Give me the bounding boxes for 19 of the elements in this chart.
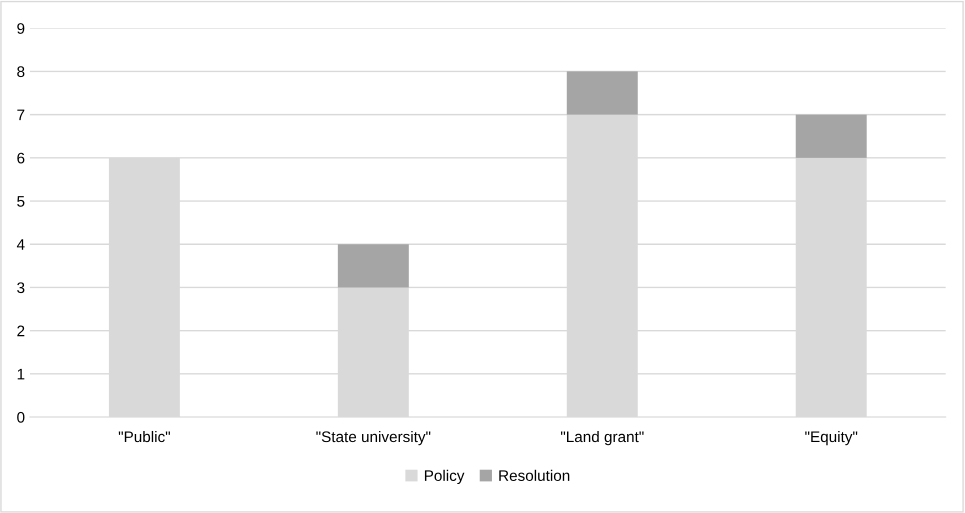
y-tick-label: 9 (17, 23, 24, 34)
y-tick-label: 4 (16, 239, 25, 250)
y-tick-label: 7 (17, 110, 24, 120)
y-tick-label: 3 (17, 282, 24, 294)
x-tick-label: "Public" (118, 430, 170, 442)
y-tick-label: 5 (17, 196, 24, 207)
bar (338, 244, 409, 288)
legend-label: Resolution (499, 470, 570, 482)
y-tick-label: 6 (17, 152, 24, 164)
y-tick-label: 1 (18, 368, 24, 380)
x-tick-label: "Land grant" (560, 430, 644, 446)
x-tick-label: "Equity" (805, 430, 858, 446)
bar (796, 114, 867, 158)
y-tick-label: 8 (17, 66, 24, 78)
x-tick-label: "State university" (316, 430, 430, 446)
y-tick-label: 0 (17, 412, 24, 423)
y-tick-label: 2 (17, 326, 24, 336)
legend-label: Policy (424, 470, 464, 484)
bar (566, 71, 638, 115)
